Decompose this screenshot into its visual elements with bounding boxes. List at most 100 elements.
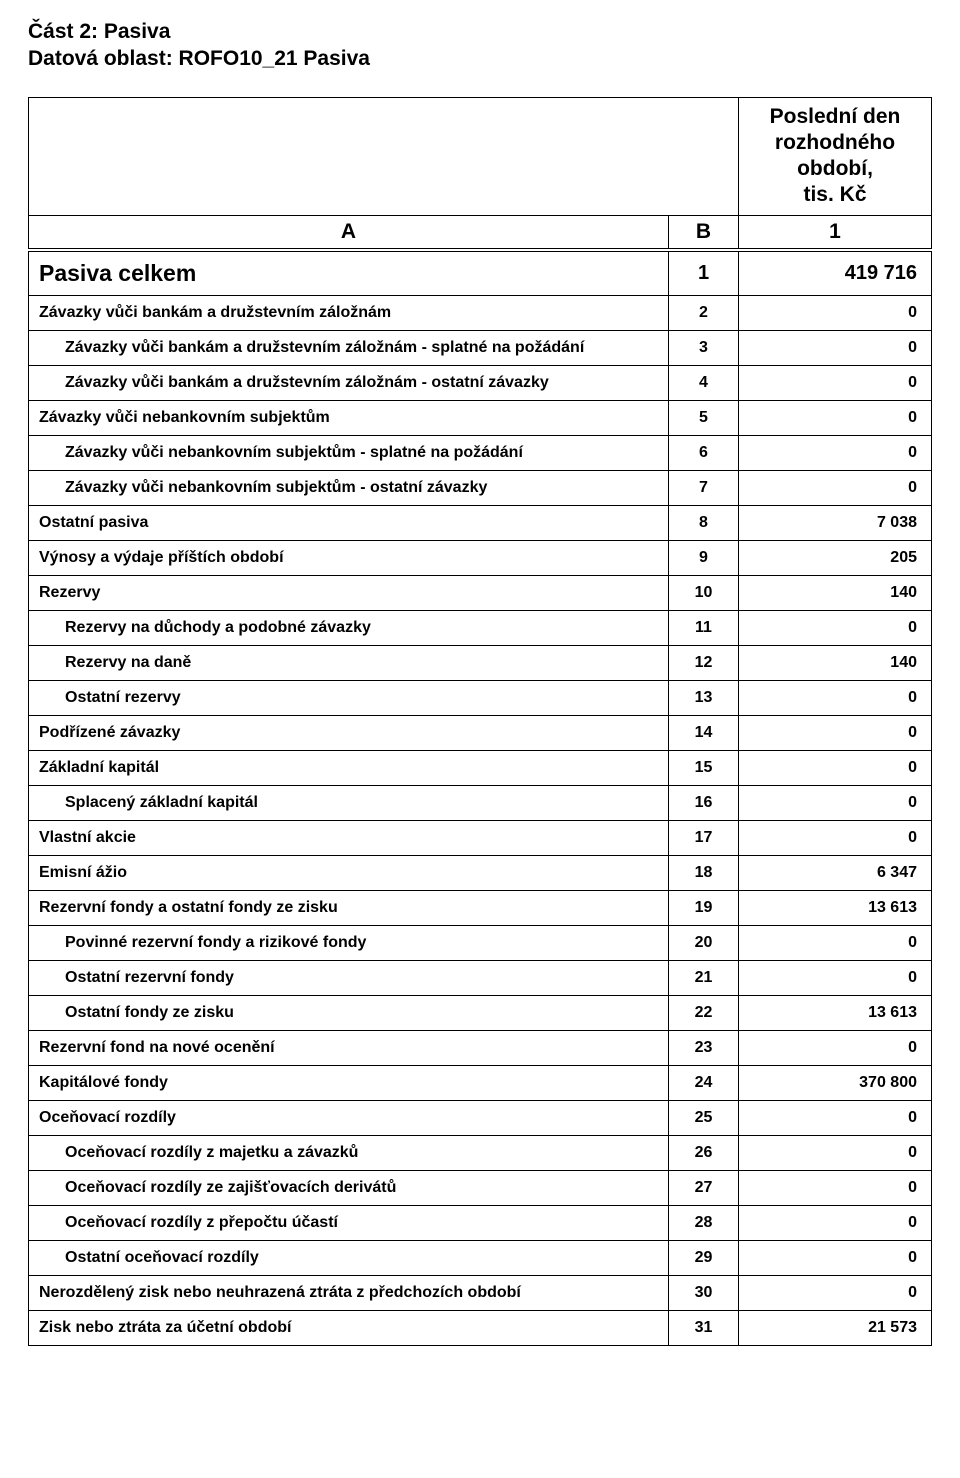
- row-number: 5: [669, 400, 739, 435]
- row-label: Zisk nebo ztráta za účetní období: [29, 1310, 669, 1345]
- table-header-row-2: A B 1: [29, 215, 932, 250]
- row-value: 13 613: [739, 995, 932, 1030]
- table-row: Závazky vůči bankám a družstevním záložn…: [29, 330, 932, 365]
- row-number: 30: [669, 1275, 739, 1310]
- section-title-area: Datová oblast: ROFO10_21 Pasiva: [28, 45, 932, 72]
- table-row: Oceňovací rozdíly z přepočtu účastí280: [29, 1205, 932, 1240]
- row-value: 0: [739, 610, 932, 645]
- row-label: Podřízené závazky: [29, 715, 669, 750]
- section-title-part: Část 2: Pasiva: [28, 18, 932, 45]
- table-body: Pasiva celkem1419 716Závazky vůči bankám…: [29, 250, 932, 1346]
- row-label: Splacený základní kapitál: [29, 785, 669, 820]
- row-number: 9: [669, 540, 739, 575]
- header-value-title: Poslední den rozhodného období, tis. Kč: [739, 97, 932, 215]
- row-label: Závazky vůči nebankovním subjektům: [29, 400, 669, 435]
- row-number: 13: [669, 680, 739, 715]
- row-number: 21: [669, 960, 739, 995]
- table-header-row-1: Poslední den rozhodného období, tis. Kč: [29, 97, 932, 215]
- table-row: Ostatní pasiva87 038: [29, 505, 932, 540]
- row-number: 2: [669, 295, 739, 330]
- header-col-a: A: [29, 215, 669, 250]
- row-label: Závazky vůči nebankovním subjektům - ost…: [29, 470, 669, 505]
- row-number: 28: [669, 1205, 739, 1240]
- row-label: Výnosy a výdaje příštích období: [29, 540, 669, 575]
- row-label: Rezervní fondy a ostatní fondy ze zisku: [29, 890, 669, 925]
- table-row: Kapitálové fondy24370 800: [29, 1065, 932, 1100]
- row-number: 23: [669, 1030, 739, 1065]
- row-value: 0: [739, 295, 932, 330]
- row-value: 205: [739, 540, 932, 575]
- row-value: 0: [739, 470, 932, 505]
- row-label: Závazky vůči bankám a družstevním záložn…: [29, 365, 669, 400]
- table-row: Oceňovací rozdíly250: [29, 1100, 932, 1135]
- table-row: Rezervní fondy a ostatní fondy ze zisku1…: [29, 890, 932, 925]
- table-row: Ostatní rezervy130: [29, 680, 932, 715]
- row-number: 19: [669, 890, 739, 925]
- row-label: Závazky vůči bankám a družstevním záložn…: [29, 295, 669, 330]
- row-number: 17: [669, 820, 739, 855]
- table-row: Základní kapitál150: [29, 750, 932, 785]
- row-number: 6: [669, 435, 739, 470]
- row-number: 26: [669, 1135, 739, 1170]
- row-value: 419 716: [739, 250, 932, 296]
- pasiva-table: Poslední den rozhodného období, tis. Kč …: [28, 97, 932, 1346]
- row-number: 31: [669, 1310, 739, 1345]
- table-row: Pasiva celkem1419 716: [29, 250, 932, 296]
- table-row: Výnosy a výdaje příštích období9205: [29, 540, 932, 575]
- row-value: 0: [739, 365, 932, 400]
- row-value: 0: [739, 400, 932, 435]
- table-row: Zisk nebo ztráta za účetní období3121 57…: [29, 1310, 932, 1345]
- row-value: 21 573: [739, 1310, 932, 1345]
- header-col-b: B: [669, 215, 739, 250]
- row-label: Ostatní rezervní fondy: [29, 960, 669, 995]
- table-row: Emisní ážio186 347: [29, 855, 932, 890]
- table-row: Povinné rezervní fondy a rizikové fondy2…: [29, 925, 932, 960]
- table-row: Rezervy na daně12140: [29, 645, 932, 680]
- row-value: 0: [739, 1275, 932, 1310]
- row-label: Oceňovací rozdíly ze zajišťovacích deriv…: [29, 1170, 669, 1205]
- table-row: Podřízené závazky140: [29, 715, 932, 750]
- table-row: Ostatní rezervní fondy210: [29, 960, 932, 995]
- row-number: 8: [669, 505, 739, 540]
- row-number: 7: [669, 470, 739, 505]
- table-row: Oceňovací rozdíly z majetku a závazků260: [29, 1135, 932, 1170]
- row-number: 18: [669, 855, 739, 890]
- row-label: Ostatní fondy ze zisku: [29, 995, 669, 1030]
- row-value: 0: [739, 1135, 932, 1170]
- row-value: 140: [739, 575, 932, 610]
- row-label: Nerozdělený zisk nebo neuhrazená ztráta …: [29, 1275, 669, 1310]
- row-value: 0: [739, 680, 932, 715]
- row-label: Ostatní pasiva: [29, 505, 669, 540]
- row-number: 27: [669, 1170, 739, 1205]
- table-row: Oceňovací rozdíly ze zajišťovacích deriv…: [29, 1170, 932, 1205]
- page: Část 2: Pasiva Datová oblast: ROFO10_21 …: [0, 0, 960, 1376]
- row-value: 0: [739, 925, 932, 960]
- row-label: Povinné rezervní fondy a rizikové fondy: [29, 925, 669, 960]
- row-value: 0: [739, 785, 932, 820]
- row-number: 22: [669, 995, 739, 1030]
- row-label: Pasiva celkem: [29, 250, 669, 296]
- row-number: 24: [669, 1065, 739, 1100]
- header-value-title-text: Poslední den rozhodného období, tis. Kč: [770, 104, 901, 209]
- table-row: Závazky vůči nebankovním subjektům - ost…: [29, 470, 932, 505]
- table-row: Závazky vůči bankám a družstevním záložn…: [29, 365, 932, 400]
- row-label: Oceňovací rozdíly z přepočtu účastí: [29, 1205, 669, 1240]
- table-row: Rezervy na důchody a podobné závazky110: [29, 610, 932, 645]
- row-number: 11: [669, 610, 739, 645]
- row-value: 0: [739, 1030, 932, 1065]
- row-label: Oceňovací rozdíly z majetku a závazků: [29, 1135, 669, 1170]
- row-label: Základní kapitál: [29, 750, 669, 785]
- row-value: 0: [739, 960, 932, 995]
- row-value: 140: [739, 645, 932, 680]
- table-row: Závazky vůči nebankovním subjektům50: [29, 400, 932, 435]
- table-row: Splacený základní kapitál160: [29, 785, 932, 820]
- row-value: 0: [739, 750, 932, 785]
- row-value: 0: [739, 820, 932, 855]
- row-number: 15: [669, 750, 739, 785]
- row-label: Ostatní rezervy: [29, 680, 669, 715]
- row-label: Závazky vůči nebankovním subjektům - spl…: [29, 435, 669, 470]
- header-col-c: 1: [739, 215, 932, 250]
- row-value: 0: [739, 330, 932, 365]
- row-number: 3: [669, 330, 739, 365]
- row-value: 0: [739, 1205, 932, 1240]
